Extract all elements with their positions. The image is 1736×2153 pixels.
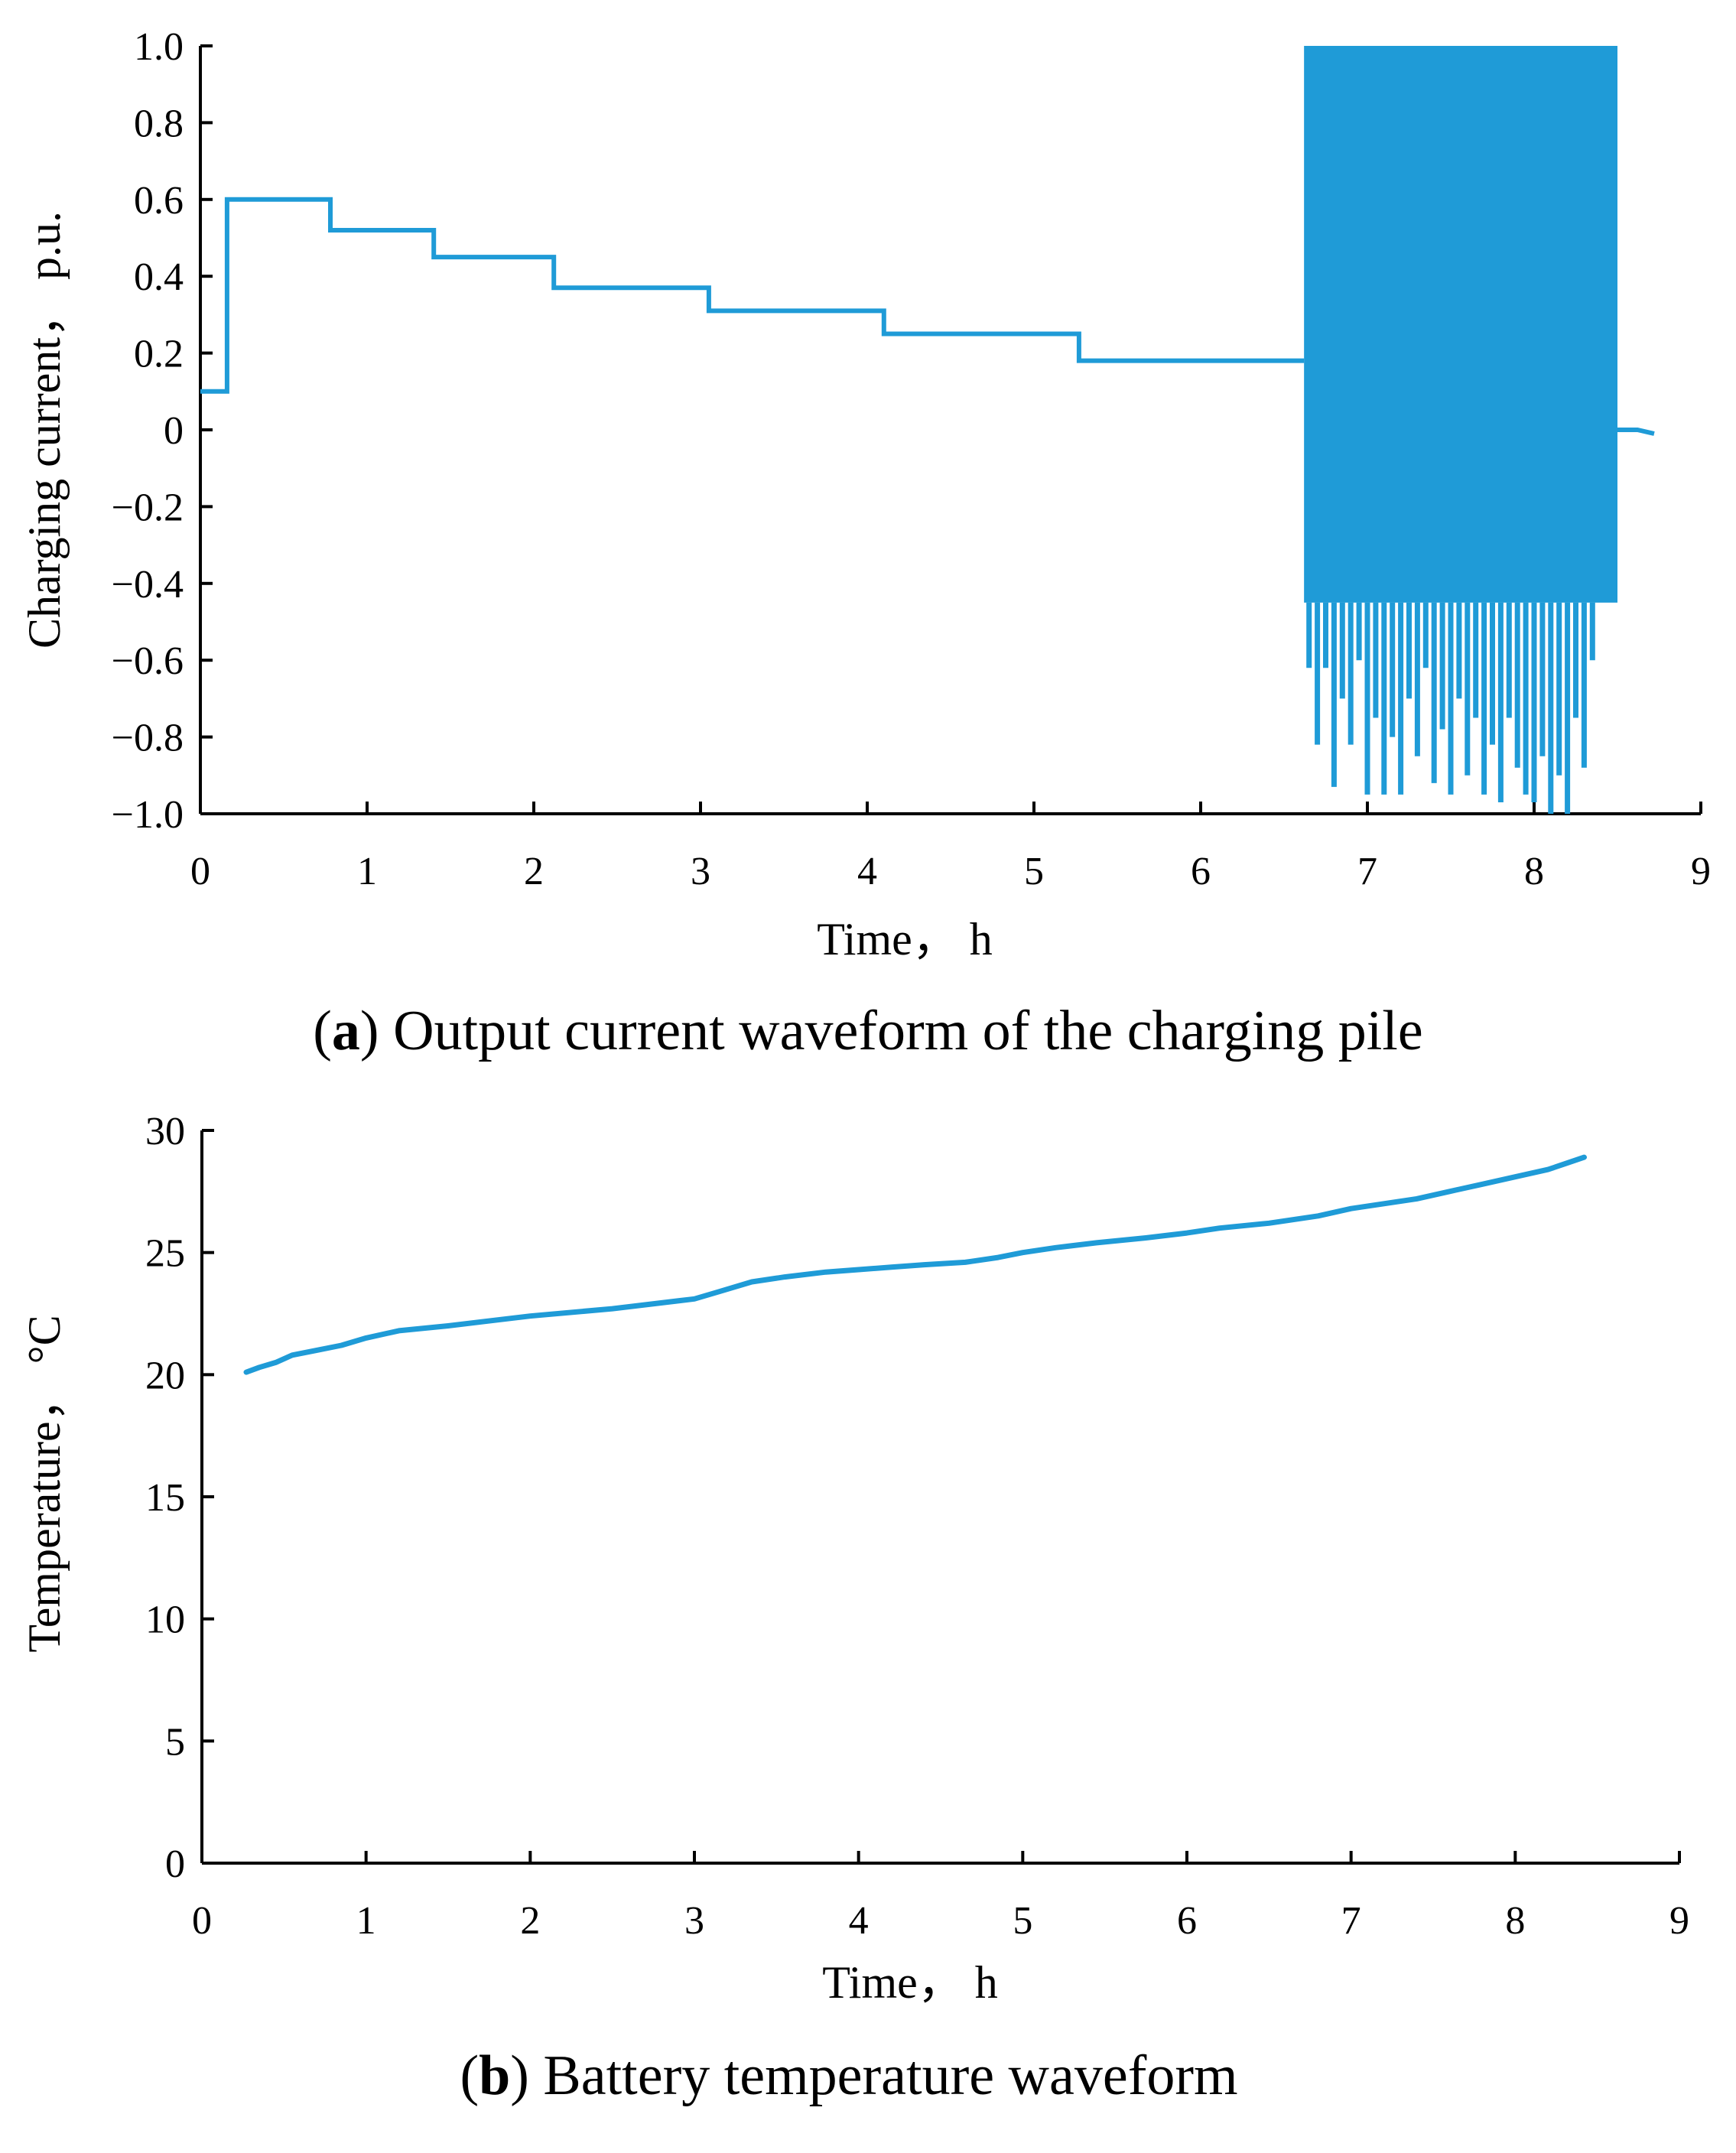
chart-a-x-ticks: 0 1 2 3 4 5 6 7 8 9 <box>190 802 1711 893</box>
chart-a-series <box>200 46 1655 814</box>
chart-a-caption-text: Output current waveform of the charging … <box>393 1000 1423 1062</box>
x-tick-label: 6 <box>1177 1899 1197 1943</box>
x-tick-label: 5 <box>1024 850 1044 893</box>
y-tick-label: −0.6 <box>112 639 184 683</box>
chart-b-y-axis-label: Temperature， °C <box>19 1315 70 1652</box>
x-tick-label: 5 <box>1013 1899 1032 1943</box>
chart-b-series <box>243 1154 1587 1375</box>
chart-b-caption: (b) Battery temperature waveform <box>460 2044 1237 2107</box>
oscillation-band <box>1304 46 1617 603</box>
y-tick-label: 15 <box>145 1476 185 1520</box>
x-tick-label: 7 <box>1357 850 1377 893</box>
y-tick-label: 25 <box>145 1232 185 1276</box>
chart-a-caption: (a) Output current waveform of the charg… <box>313 1000 1422 1062</box>
x-tick-label: 1 <box>356 1899 376 1943</box>
y-tick-label: 0 <box>164 409 184 453</box>
chart-a-caption-tag: a <box>332 1000 360 1062</box>
y-tick-label: −0.8 <box>112 717 184 760</box>
current-step-line <box>200 197 1305 394</box>
current-tail-line <box>1617 428 1655 436</box>
y-tick-label: 30 <box>145 1110 185 1153</box>
x-tick-label: 8 <box>1505 1899 1525 1943</box>
x-tick-label: 9 <box>1691 850 1711 893</box>
chart-b-caption-tag: b <box>479 2044 510 2107</box>
x-tick-label: 1 <box>357 850 377 893</box>
y-tick-label: 0.2 <box>134 333 184 376</box>
chart-b-temperature-waveform: 30 25 20 15 10 5 0 0 1 2 3 4 5 6 7 8 9 Time， h Temperat… <box>19 1110 1689 2107</box>
x-tick-label: 3 <box>684 1899 704 1943</box>
temperature-line <box>243 1154 1587 1375</box>
chart-a-x-axis-label: Time， h <box>817 914 993 964</box>
y-tick-label: 0 <box>165 1842 185 1886</box>
x-tick-label: 4 <box>857 850 877 893</box>
x-tick-label: 9 <box>1669 1899 1689 1943</box>
x-tick-label: 2 <box>524 850 544 893</box>
chart-b-caption-text: Battery temperature waveform <box>543 2044 1237 2107</box>
x-tick-label: 6 <box>1191 850 1211 893</box>
y-tick-label: −0.4 <box>112 563 184 607</box>
x-tick-label: 4 <box>849 1899 869 1943</box>
y-tick-label: −0.2 <box>112 486 184 529</box>
chart-b-x-axis-label: Time， h <box>822 1957 998 2008</box>
y-tick-label: −1.0 <box>112 793 184 837</box>
x-tick-label: 7 <box>1341 1899 1361 1943</box>
chart-a-y-ticks: 1.0 0.8 0.6 0.4 0.2 0 −0.2 −0.4 −0.6 −0.8 −1.0 <box>112 25 213 837</box>
x-tick-label: 0 <box>190 850 210 893</box>
y-tick-label: 10 <box>145 1598 185 1642</box>
y-tick-label: 0.6 <box>134 179 184 223</box>
x-tick-label: 2 <box>520 1899 540 1943</box>
chart-b-y-ticks: 30 25 20 15 10 5 0 <box>145 1110 214 1886</box>
chart-a-current-waveform: 1.0 0.8 0.6 0.4 0.2 0 −0.2 −0.4 −0.6 −0.8 −1.0 0 1 2… <box>19 25 1711 1062</box>
x-tick-label: 0 <box>192 1899 212 1943</box>
x-tick-label: 3 <box>691 850 710 893</box>
chart-a-y-axis-label: Charging current， p.u. <box>19 211 70 649</box>
x-tick-label: 8 <box>1524 850 1544 893</box>
y-tick-label: 0.4 <box>134 255 184 299</box>
y-tick-label: 5 <box>165 1720 185 1764</box>
chart-b-x-ticks: 0 1 2 3 4 5 6 7 8 9 <box>192 1851 1689 1943</box>
y-tick-label: 0.8 <box>134 102 184 145</box>
y-tick-label: 20 <box>145 1354 185 1397</box>
y-tick-label: 1.0 <box>134 25 184 69</box>
